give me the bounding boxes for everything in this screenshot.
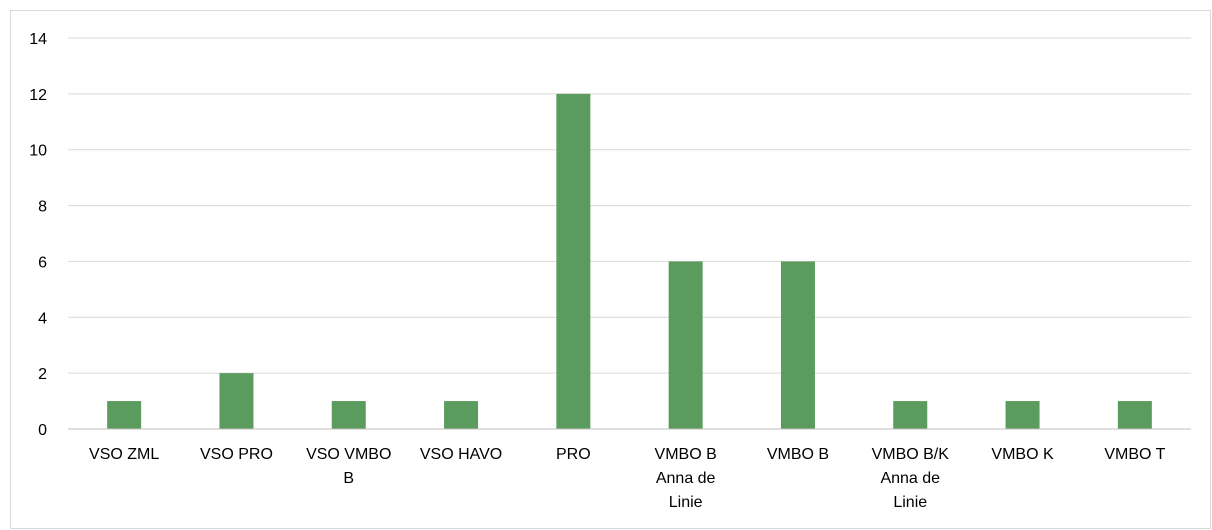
- y-tick-label: 0: [38, 422, 47, 439]
- y-tick-label: 12: [29, 87, 47, 104]
- y-axis-ticks: 0 2 4 6 8 10 12 14: [29, 31, 47, 439]
- bar: [331, 401, 366, 429]
- x-tick-label: B: [343, 470, 354, 487]
- x-tick-label: VMBO T: [1104, 446, 1165, 463]
- x-tick-label: VMBO K: [991, 446, 1054, 463]
- x-tick-label: Anna de: [656, 470, 716, 487]
- bar: [107, 401, 142, 429]
- y-tick-label: 8: [38, 199, 47, 216]
- x-tick-label: VSO HAVO: [420, 446, 502, 463]
- bar: [780, 261, 815, 429]
- bar: [444, 401, 479, 429]
- bar: [893, 401, 928, 429]
- x-tick-label: Anna de: [880, 470, 940, 487]
- y-tick-label: 2: [38, 366, 47, 383]
- chart-area: 0 2 4 6 8 10 12 14 VSO ZML VSO PRO VSO VMBO B VSO H…: [10, 10, 1211, 529]
- x-tick-label: VSO PRO: [200, 446, 273, 463]
- x-axis-ticks: VSO ZML VSO PRO VSO VMBO B VSO HAVO PRO VMBO B…: [89, 446, 1166, 511]
- x-tick-label: VSO ZML: [89, 446, 159, 463]
- x-tick-label: VMBO B: [767, 446, 829, 463]
- x-tick-label: VMBO B/K: [872, 446, 950, 463]
- x-tick-label: Linie: [669, 494, 703, 511]
- bar: [1005, 401, 1040, 429]
- y-tick-label: 14: [29, 31, 47, 48]
- gridlines: [68, 37, 1191, 374]
- bars: [107, 93, 1152, 429]
- y-tick-label: 6: [38, 254, 47, 271]
- bar-chart: 0 2 4 6 8 10 12 14 VSO ZML VSO PRO VSO VMBO B VSO H…: [29, 31, 1191, 511]
- x-tick-label: Linie: [893, 494, 927, 511]
- y-tick-label: 4: [38, 310, 47, 327]
- bar: [1117, 401, 1152, 429]
- x-tick-label: VSO VMBO: [306, 446, 391, 463]
- bar: [668, 261, 703, 429]
- bar: [219, 373, 254, 429]
- bar: [556, 93, 591, 429]
- x-tick-label: VMBO B: [655, 446, 717, 463]
- y-tick-label: 10: [29, 143, 47, 160]
- x-tick-label: PRO: [556, 446, 591, 463]
